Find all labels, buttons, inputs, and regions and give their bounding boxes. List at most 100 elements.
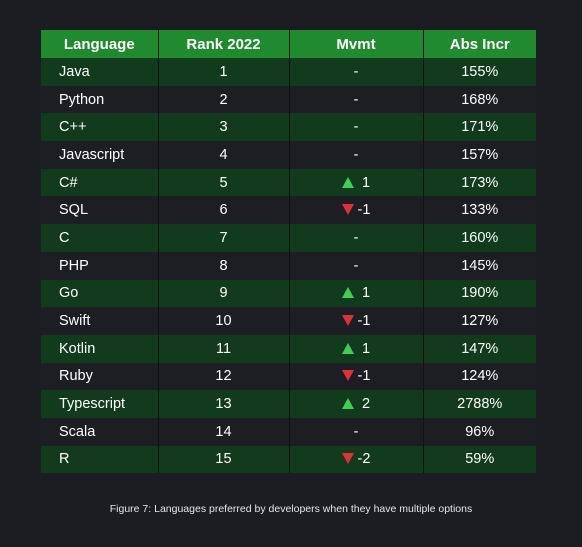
table-row: Javascript 4 - 157% (41, 141, 536, 169)
table-row: Kotlin 11 1 147% (41, 334, 536, 363)
cell-abs-incr: 171% (422, 113, 536, 142)
language-rank-table: Language Rank 2022 Mvmt Abs Incr Java 1-1… (41, 30, 536, 474)
table-row: Scala 14 - 96% (41, 417, 536, 446)
table-row: C 7 - 160% (41, 224, 536, 252)
cell-language: Java (41, 58, 158, 86)
cell-language: Scala (41, 417, 158, 446)
cell-language: Ruby (41, 362, 158, 391)
cell-movement: -1 (288, 362, 423, 391)
cell-abs-incr: 155% (422, 58, 536, 86)
cell-abs-incr: 168% (422, 85, 536, 114)
movement-value: 1 (361, 174, 371, 191)
cell-abs-incr: 160% (422, 224, 536, 252)
cell-rank: 6 (157, 196, 289, 225)
cell-movement: - (288, 113, 423, 142)
cell-movement: - (288, 417, 423, 446)
cell-rank: 15 (157, 445, 289, 474)
movement-value: - (353, 229, 359, 246)
cell-rank: 9 (157, 279, 289, 308)
figure-caption: Figure 7: Languages preferred by develop… (109, 503, 473, 515)
table-row: Java 1 - 155% (41, 58, 536, 86)
triangle-down-icon (341, 453, 354, 465)
movement-value: - (353, 423, 359, 440)
movement-value: -1 (357, 313, 371, 330)
header-movement: Mvmt (288, 30, 423, 58)
triangle-down-icon (341, 370, 354, 382)
cell-abs-incr: 190% (422, 279, 536, 308)
cell-language: PHP (41, 251, 158, 280)
cell-movement: - (288, 85, 423, 114)
cell-movement: 1 (288, 334, 423, 363)
cell-rank: 8 (157, 251, 289, 280)
triangle-up-icon (341, 176, 354, 188)
table-header-row: Language Rank 2022 Mvmt Abs Incr (41, 30, 536, 58)
table-row: PHP 8 - 145% (41, 251, 536, 280)
table-row: Go 9 1 190% (41, 279, 536, 308)
cell-language: Swift (41, 307, 158, 335)
cell-language: Typescript (41, 390, 158, 418)
movement-value: - (353, 146, 359, 163)
table-row: C# 5 1 173% (41, 168, 536, 197)
cell-language: Javascript (41, 141, 158, 169)
triangle-down-icon (341, 204, 354, 216)
cell-language: Python (41, 85, 158, 114)
cell-abs-incr: 127% (422, 307, 536, 335)
cell-abs-incr: 133% (422, 196, 536, 225)
cell-language: SQL (41, 196, 158, 225)
cell-movement: - (288, 141, 423, 169)
triangle-up-icon (341, 398, 354, 410)
cell-rank: 5 (157, 168, 289, 197)
movement-value: - (353, 257, 359, 274)
cell-language: C (41, 224, 158, 252)
table-row: Python 2 - 168% (41, 85, 536, 114)
table-row: Ruby 12 -1 124% (41, 362, 536, 391)
cell-language: Go (41, 279, 158, 308)
cell-abs-incr: 96% (422, 417, 536, 446)
cell-language: C# (41, 168, 158, 197)
cell-abs-incr: 59% (422, 445, 536, 474)
movement-value: - (353, 119, 359, 136)
cell-movement: 1 (288, 168, 423, 197)
triangle-up-icon (341, 342, 354, 354)
triangle-up-icon (341, 287, 354, 299)
table-row: SQL 6 -1 133% (41, 196, 536, 225)
cell-abs-incr: 173% (422, 168, 536, 197)
movement-value: - (353, 63, 359, 80)
cell-rank: 1 (157, 58, 289, 86)
table-row: C++ 3 - 171% (41, 113, 536, 142)
movement-value: -1 (357, 202, 371, 219)
table-row: Swift 10 -1 127% (41, 307, 536, 335)
cell-abs-incr: 145% (422, 251, 536, 280)
cell-rank: 4 (157, 141, 289, 169)
cell-movement: 2 (288, 390, 423, 418)
cell-movement: -2 (288, 445, 423, 474)
cell-abs-incr: 157% (422, 141, 536, 169)
cell-movement: -1 (288, 307, 423, 335)
cell-rank: 3 (157, 113, 289, 142)
header-abs-incr: Abs Incr (422, 30, 536, 58)
table-row: Typescript 13 2 2788% (41, 390, 536, 418)
cell-rank: 2 (157, 85, 289, 114)
cell-language: Kotlin (41, 334, 158, 363)
language-table-container: Language Rank 2022 Mvmt Abs Incr Java 1-1… (41, 30, 536, 474)
movement-value: - (353, 91, 359, 108)
cell-language: C++ (41, 113, 158, 142)
cell-movement: - (288, 224, 423, 252)
cell-rank: 12 (157, 362, 289, 391)
movement-value: 1 (361, 340, 371, 357)
movement-value: 2 (361, 396, 371, 413)
cell-abs-incr: 2788% (422, 390, 536, 418)
header-rank: Rank 2022 (157, 30, 289, 58)
header-language: Language (41, 30, 158, 58)
cell-movement: - (288, 251, 423, 280)
movement-value: -1 (357, 368, 371, 385)
cell-movement: 1 (288, 279, 423, 308)
cell-abs-incr: 147% (422, 334, 536, 363)
cell-rank: 7 (157, 224, 289, 252)
triangle-down-icon (341, 315, 354, 327)
cell-abs-incr: 124% (422, 362, 536, 391)
cell-movement: - (288, 58, 423, 86)
movement-value: -2 (357, 451, 371, 468)
table-body: Java 1-155% Python 2-168% C++ 3-171% Javascrip… (41, 58, 536, 474)
table-row: R 15 -2 59% (41, 445, 536, 474)
